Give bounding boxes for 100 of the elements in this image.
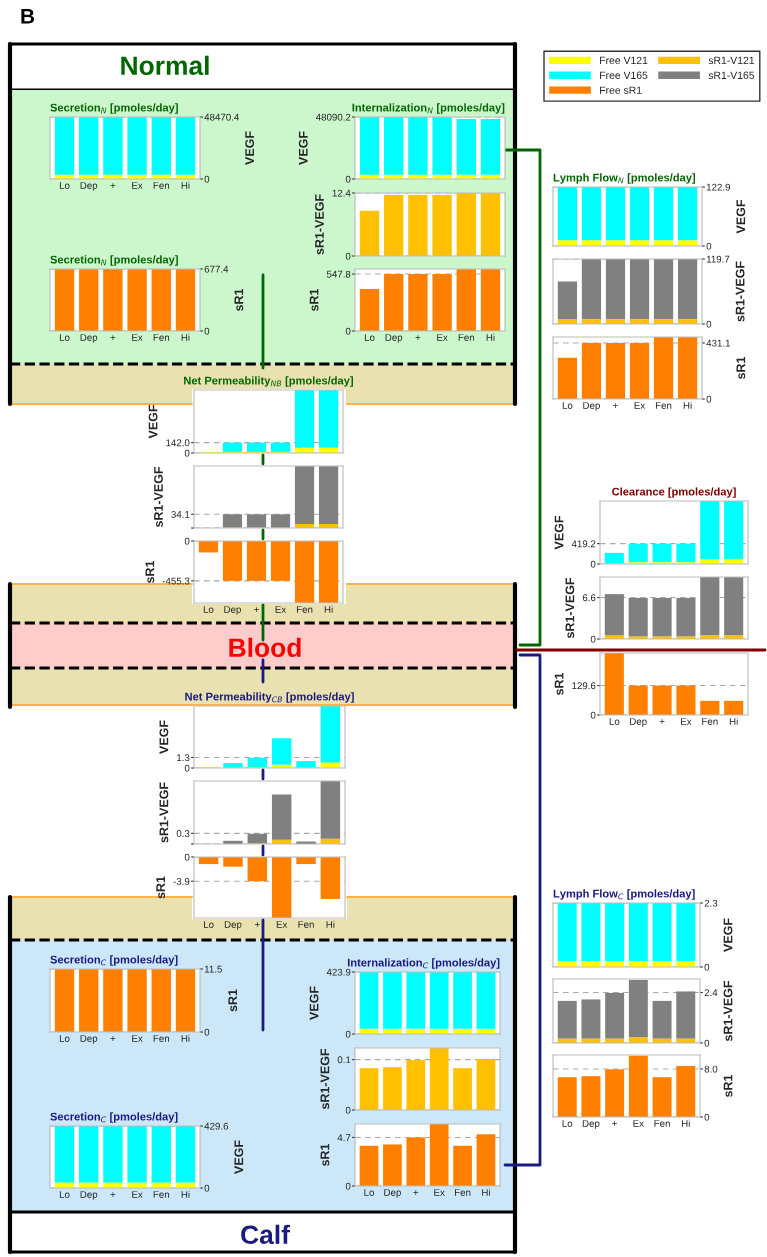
y-tick-label: 122.9 (706, 183, 731, 191)
x-tick-label: Fen (153, 1191, 170, 1198)
y-tick-label: -455.3 (162, 577, 190, 585)
y-tick-label: 48470.4 (204, 113, 240, 121)
x-tick-label: Lo (59, 334, 70, 341)
y-axis-title: sR1 (156, 876, 166, 899)
y-tick-label: 2.3 (704, 899, 718, 907)
x-tick-label: Ex (276, 921, 288, 928)
x-tick-label: Lo (59, 1191, 70, 1198)
chart-title: Secretion$_{C}$ [pmoles/day] (50, 1112, 178, 1123)
x-tick-label: + (413, 1190, 419, 1195)
text: Normal (121, 55, 209, 76)
y-tick-label: 0 (204, 175, 210, 183)
x-tick-label: Ex (275, 606, 287, 613)
legend-label: sR1-V121 (708, 56, 755, 65)
x-tick-label: Dep (583, 402, 600, 411)
x-tick-label: Dep (582, 1120, 600, 1129)
y-tick-label: 48090.2 (315, 113, 351, 121)
y-tick-label: 119.7 (706, 255, 730, 263)
x-tick-label: Fen (153, 182, 170, 189)
y-tick-label: 0 (706, 395, 712, 403)
x-tick-label: Lo (364, 334, 375, 341)
y-axis-title: VEGF (298, 131, 308, 165)
y-axis-title: sR1-VEGF (154, 466, 163, 528)
x-tick-label: + (110, 1036, 116, 1041)
x-tick-label: Fen (298, 921, 314, 928)
y-tick-label: 677.4 (204, 265, 229, 273)
y-axis-title: sR1 (234, 288, 244, 312)
y-tick-label: 34.1 (171, 511, 190, 518)
y-tick-label: 0.3 (176, 830, 190, 837)
y-tick-label: 142.0 (166, 439, 190, 447)
x-tick-label: Lo (204, 921, 214, 928)
y-tick-label: 4.7 (337, 1134, 351, 1141)
x-tick-label: Ex (437, 334, 448, 341)
x-tick-label: Dep (80, 334, 98, 343)
y-tick-label: 0 (706, 242, 712, 250)
y-tick-label: -3.9 (173, 877, 190, 885)
y-tick-label: 547.8 (326, 270, 351, 278)
y-tick-label: 0 (184, 537, 190, 545)
y-axis-title: VEGF (723, 918, 733, 952)
x-tick-label: Lo (59, 182, 70, 189)
y-tick-label: 0 (345, 1106, 351, 1114)
x-tick-label: Fen (153, 1035, 170, 1042)
x-tick-label: Ex (634, 402, 646, 409)
y-tick-label: 0 (345, 1182, 351, 1190)
y-tick-label: 0 (184, 449, 190, 457)
x-tick-label: Hi (326, 920, 335, 928)
x-tick-label: Dep (224, 921, 242, 930)
x-tick-label: Ex (132, 182, 143, 189)
chart-title: Secretion$_{N}$ [pmoles/day] (50, 255, 178, 266)
x-tick-label: + (415, 335, 421, 340)
x-tick-label: + (659, 719, 665, 724)
x-tick-label: Lo (562, 402, 573, 409)
chart-title: Secretion$_{C}$ [pmoles/day] (50, 955, 178, 966)
y-tick-label: 0 (204, 1184, 210, 1192)
text: Calf (241, 1224, 290, 1245)
x-tick-label: Ex (633, 1120, 644, 1127)
x-tick-label: + (613, 403, 618, 408)
y-axis-title: sR1-VEGF (735, 261, 745, 322)
y-axis-title: sR1-VEGF (315, 194, 324, 255)
y-tick-label: 0 (204, 1028, 210, 1036)
legend-label: Free V121 (600, 56, 648, 65)
x-tick-label: Fen (296, 606, 313, 613)
x-tick-label: Lo (59, 1035, 70, 1042)
y-axis-title: VEGF (148, 404, 158, 439)
y-axis-title: VEGF (245, 131, 255, 165)
x-tick-label: Lo (364, 1189, 375, 1196)
x-tick-label: Hi (324, 605, 333, 613)
y-tick-label: 0 (590, 635, 596, 643)
legend-label: Free V165 (600, 71, 648, 79)
x-tick-label: Ex (132, 1035, 143, 1042)
x-tick-label: Hi (486, 333, 495, 341)
y-axis-title: sR1-VEGF (723, 980, 733, 1042)
y-axis-title: sR1-VEGF (159, 782, 169, 843)
x-tick-label: Dep (224, 606, 241, 615)
y-tick-label: 0.1 (337, 1056, 351, 1064)
x-tick-label: Hi (181, 1190, 190, 1198)
y-axis-title: sR1-VEGF (565, 577, 575, 639)
legend-label: sR1-V165 (708, 71, 755, 79)
y-tick-label: 11.5 (204, 965, 222, 973)
y-axis-title: sR1 (736, 356, 746, 380)
x-tick-label: Fen (458, 334, 475, 341)
x-tick-label: Ex (132, 334, 143, 341)
y-tick-label: 0 (345, 1030, 351, 1038)
x-tick-label: Dep (80, 182, 98, 191)
x-tick-label: Fen (655, 402, 672, 409)
x-tick-label: Ex (681, 718, 692, 725)
x-tick-label: + (254, 607, 259, 612)
y-tick-label: 0 (204, 327, 210, 335)
x-tick-label: Ex (434, 1189, 445, 1196)
y-axis-title: sR1 (723, 1074, 733, 1098)
x-tick-label: + (110, 183, 116, 188)
x-tick-label: Dep (384, 1189, 401, 1198)
chart-title: Net Permeability$_{CB}$ [pmoles/day] (185, 692, 354, 703)
y-axis-title: sR1 (309, 288, 319, 312)
y-tick-label: 1.3 (177, 754, 190, 762)
y-tick-label: 2.4 (704, 989, 718, 996)
chart-title: Internalization$_{N}$ [pmoles/day] (352, 103, 505, 114)
y-tick-label: 0 (345, 252, 351, 260)
y-axis-title: sR1 (145, 560, 155, 584)
